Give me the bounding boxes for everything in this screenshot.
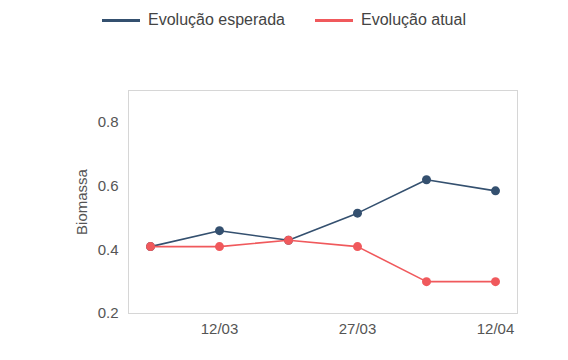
svg-text:0.8: 0.8 bbox=[98, 113, 119, 130]
svg-text:0.4: 0.4 bbox=[98, 241, 119, 258]
html-text:Evolução esperada: Evolução esperada bbox=[148, 11, 285, 28]
svg-text:Biomassa: Biomassa bbox=[73, 168, 90, 235]
html-text:Evolução atual: Evolução atual bbox=[361, 11, 466, 28]
svg-text:0.2: 0.2 bbox=[98, 304, 119, 321]
svg-text:0.6: 0.6 bbox=[98, 177, 119, 194]
svg-text:12/03: 12/03 bbox=[201, 320, 239, 337]
svg-text:27/03: 27/03 bbox=[339, 320, 377, 337]
svg-text:12/04: 12/04 bbox=[477, 320, 515, 337]
